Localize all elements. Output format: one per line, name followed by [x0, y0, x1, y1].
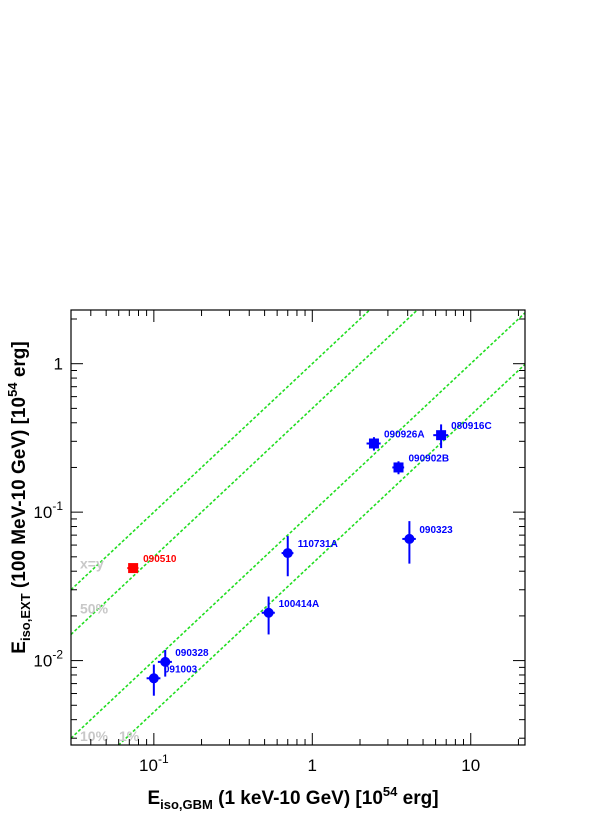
y-title-sup: 54 [5, 382, 20, 397]
point-label: 100414A [279, 599, 320, 610]
point-label: 090926A [384, 430, 425, 441]
circle-marker [160, 656, 171, 667]
data-point-090328: 090328 [157, 648, 209, 677]
square-marker [436, 430, 447, 441]
data-point-090510: 090510 [127, 554, 177, 574]
ratio-line-2 [71, 312, 525, 739]
point-label: 090902B [409, 453, 450, 464]
y-title-rest: (100 MeV-10 GeV) [10 [9, 397, 30, 593]
ratio-line-0 [71, 310, 371, 591]
data-point-100414A: 100414A [261, 596, 320, 635]
x-axis-ticks: 10-1 1 10 [70, 310, 519, 775]
y-tick-label: 10-1 [33, 499, 63, 522]
data-point-090926A: 090926A [366, 430, 425, 451]
circle-marker [282, 548, 293, 559]
point-label: 080916C [451, 421, 492, 432]
square-marker [128, 563, 139, 574]
x-tick-label: 1 [308, 756, 317, 775]
ratio-line-label-2: 10% [80, 728, 109, 744]
plot-frame [70, 309, 526, 746]
x-title-sub: iso,GBM [160, 797, 213, 812]
x-title-rest: (1 keV-10 GeV) [10 [213, 788, 383, 809]
y-title-sub: iso,EXT [18, 593, 33, 641]
circle-marker [404, 533, 415, 544]
square-marker [368, 438, 379, 449]
x-tick-label: 10 [461, 756, 480, 775]
ratio-lines [71, 310, 525, 745]
data-point-091003: 091003 [146, 664, 198, 696]
circle-marker [148, 673, 159, 684]
data-points: 090510 090926A 080916C 090902B 090323 110731A… [127, 421, 492, 696]
point-label: 090323 [419, 525, 453, 536]
circle-marker [263, 607, 274, 618]
ratio-line-label-0: x=y [80, 556, 104, 572]
data-point-080916C: 080916C [433, 421, 492, 449]
point-label: 110731A [298, 539, 338, 550]
ratio-line-3 [117, 363, 525, 745]
square-marker [393, 462, 404, 473]
y-title-end: erg] [9, 341, 30, 382]
y-axis-ticks: 10-2 10-1 1 [33, 318, 525, 739]
y-title-main: E [9, 641, 30, 654]
data-point-090902B: 090902B [392, 453, 450, 475]
point-label: 090510 [143, 554, 177, 565]
x-title-main: E [147, 788, 160, 809]
x-tick-label: 10-1 [139, 752, 169, 775]
x-title-sup: 54 [383, 784, 398, 799]
y-tick-label: 1 [54, 355, 63, 374]
x-axis-title: Eiso,GBM (1 keV-10 GeV) [1054 erg] [147, 784, 438, 812]
ratio-line-labels: x=y 50% 10% 1% [80, 556, 140, 744]
point-label: 091003 [164, 664, 198, 675]
x-title-end: erg] [397, 788, 438, 809]
data-point-090323: 090323 [402, 521, 453, 564]
data-point-110731A: 110731A [281, 536, 338, 577]
ratio-line-label-1: 50% [80, 600, 109, 616]
y-axis-title: Eiso,EXT (100 MeV-10 GeV) [1054 erg] [5, 341, 33, 653]
ratio-line-label-3: 1% [119, 728, 140, 744]
ratio-line-1 [71, 310, 419, 636]
y-tick-label: 10-2 [33, 648, 63, 671]
point-label: 090328 [175, 648, 209, 659]
